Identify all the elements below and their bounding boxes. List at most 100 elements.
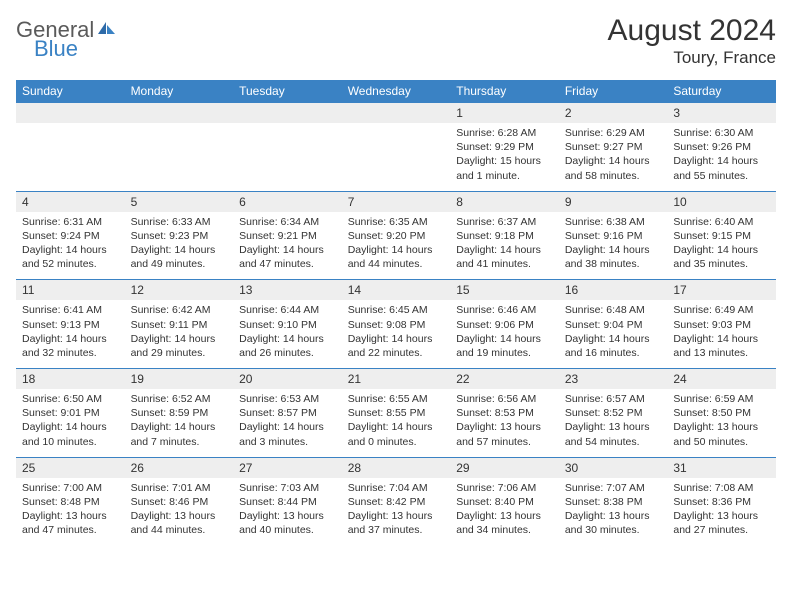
sunset-text: Sunset: 9:01 PM — [22, 406, 119, 420]
day-content: Sunrise: 6:37 AMSunset: 9:18 PMDaylight:… — [456, 215, 553, 272]
day-number-cell — [16, 103, 125, 124]
day-content-cell: Sunrise: 6:40 AMSunset: 9:15 PMDaylight:… — [667, 212, 776, 280]
day-content: Sunrise: 6:40 AMSunset: 9:15 PMDaylight:… — [673, 215, 770, 272]
weekday-header: Tuesday — [233, 80, 342, 103]
day-content-cell: Sunrise: 7:07 AMSunset: 8:38 PMDaylight:… — [559, 478, 668, 546]
day-content: Sunrise: 6:48 AMSunset: 9:04 PMDaylight:… — [565, 303, 662, 360]
sunrise-text: Sunrise: 7:04 AM — [348, 481, 445, 495]
daylight-text: Daylight: 14 hours and 58 minutes. — [565, 154, 662, 182]
sunset-text: Sunset: 9:21 PM — [239, 229, 336, 243]
day-number-cell: 8 — [450, 191, 559, 212]
daylight-text: Daylight: 14 hours and 44 minutes. — [348, 243, 445, 271]
day-content-cell: Sunrise: 6:56 AMSunset: 8:53 PMDaylight:… — [450, 389, 559, 457]
daylight-text: Daylight: 14 hours and 32 minutes. — [22, 332, 119, 360]
sunrise-text: Sunrise: 6:28 AM — [456, 126, 553, 140]
day-content-cell: Sunrise: 7:08 AMSunset: 8:36 PMDaylight:… — [667, 478, 776, 546]
day-content-cell — [342, 123, 451, 191]
sunset-text: Sunset: 9:23 PM — [131, 229, 228, 243]
daylight-text: Daylight: 13 hours and 50 minutes. — [673, 420, 770, 448]
sunset-text: Sunset: 8:57 PM — [239, 406, 336, 420]
day-content: Sunrise: 6:33 AMSunset: 9:23 PMDaylight:… — [131, 215, 228, 272]
weekday-header: Thursday — [450, 80, 559, 103]
day-number-cell: 10 — [667, 191, 776, 212]
day-number-row: 123 — [16, 103, 776, 124]
daylight-text: Daylight: 13 hours and 27 minutes. — [673, 509, 770, 537]
day-number-cell: 23 — [559, 369, 668, 390]
sunrise-text: Sunrise: 7:06 AM — [456, 481, 553, 495]
sunset-text: Sunset: 8:36 PM — [673, 495, 770, 509]
day-number-cell: 2 — [559, 103, 668, 124]
sunset-text: Sunset: 8:53 PM — [456, 406, 553, 420]
sunset-text: Sunset: 9:06 PM — [456, 318, 553, 332]
day-content: Sunrise: 7:01 AMSunset: 8:46 PMDaylight:… — [131, 481, 228, 538]
sunset-text: Sunset: 9:26 PM — [673, 140, 770, 154]
day-content: Sunrise: 6:35 AMSunset: 9:20 PMDaylight:… — [348, 215, 445, 272]
day-content: Sunrise: 6:28 AMSunset: 9:29 PMDaylight:… — [456, 126, 553, 183]
day-number-cell: 18 — [16, 369, 125, 390]
daylight-text: Daylight: 14 hours and 55 minutes. — [673, 154, 770, 182]
day-content-cell: Sunrise: 6:49 AMSunset: 9:03 PMDaylight:… — [667, 300, 776, 368]
sunrise-text: Sunrise: 6:34 AM — [239, 215, 336, 229]
day-content-cell: Sunrise: 6:55 AMSunset: 8:55 PMDaylight:… — [342, 389, 451, 457]
day-content: Sunrise: 7:07 AMSunset: 8:38 PMDaylight:… — [565, 481, 662, 538]
day-number-cell: 29 — [450, 457, 559, 478]
weekday-header: Saturday — [667, 80, 776, 103]
daylight-text: Daylight: 13 hours and 54 minutes. — [565, 420, 662, 448]
day-number-cell — [342, 103, 451, 124]
day-number-cell: 12 — [125, 280, 234, 301]
day-number-cell: 25 — [16, 457, 125, 478]
sunrise-text: Sunrise: 6:45 AM — [348, 303, 445, 317]
sunrise-text: Sunrise: 6:57 AM — [565, 392, 662, 406]
day-content-cell — [233, 123, 342, 191]
sunrise-text: Sunrise: 6:31 AM — [22, 215, 119, 229]
sunset-text: Sunset: 8:50 PM — [673, 406, 770, 420]
daylight-text: Daylight: 13 hours and 30 minutes. — [565, 509, 662, 537]
day-number-cell — [125, 103, 234, 124]
sunset-text: Sunset: 8:59 PM — [131, 406, 228, 420]
day-content-cell: Sunrise: 6:45 AMSunset: 9:08 PMDaylight:… — [342, 300, 451, 368]
day-content-cell: Sunrise: 7:06 AMSunset: 8:40 PMDaylight:… — [450, 478, 559, 546]
day-content-cell: Sunrise: 6:41 AMSunset: 9:13 PMDaylight:… — [16, 300, 125, 368]
day-content-row: Sunrise: 6:41 AMSunset: 9:13 PMDaylight:… — [16, 300, 776, 368]
day-content-cell: Sunrise: 6:48 AMSunset: 9:04 PMDaylight:… — [559, 300, 668, 368]
day-number-cell: 9 — [559, 191, 668, 212]
day-number-cell — [233, 103, 342, 124]
day-content-cell — [125, 123, 234, 191]
page-title: August 2024 — [608, 14, 776, 48]
sunrise-text: Sunrise: 6:49 AM — [673, 303, 770, 317]
sunrise-text: Sunrise: 6:50 AM — [22, 392, 119, 406]
location: Toury, France — [608, 48, 776, 68]
day-content-cell: Sunrise: 6:53 AMSunset: 8:57 PMDaylight:… — [233, 389, 342, 457]
day-number-cell: 6 — [233, 191, 342, 212]
day-number-cell: 16 — [559, 280, 668, 301]
header: General Blue August 2024 Toury, France — [16, 14, 776, 68]
weekday-header-row: Sunday Monday Tuesday Wednesday Thursday… — [16, 80, 776, 103]
day-content: Sunrise: 7:00 AMSunset: 8:48 PMDaylight:… — [22, 481, 119, 538]
weekday-header: Wednesday — [342, 80, 451, 103]
sunrise-text: Sunrise: 7:07 AM — [565, 481, 662, 495]
day-content-cell: Sunrise: 6:31 AMSunset: 9:24 PMDaylight:… — [16, 212, 125, 280]
sunset-text: Sunset: 9:13 PM — [22, 318, 119, 332]
sunrise-text: Sunrise: 6:55 AM — [348, 392, 445, 406]
sunrise-text: Sunrise: 6:48 AM — [565, 303, 662, 317]
day-content-row: Sunrise: 6:31 AMSunset: 9:24 PM Daylight:… — [16, 212, 776, 280]
sunrise-text: Sunrise: 7:01 AM — [131, 481, 228, 495]
day-content-cell: Sunrise: 6:52 AMSunset: 8:59 PMDaylight:… — [125, 389, 234, 457]
sunset-text: Sunset: 9:24 PM — [22, 229, 119, 243]
sunrise-text: Sunrise: 6:56 AM — [456, 392, 553, 406]
sunrise-text: Sunrise: 6:33 AM — [131, 215, 228, 229]
sunrise-text: Sunrise: 7:03 AM — [239, 481, 336, 495]
day-content-row: Sunrise: 6:28 AMSunset: 9:29 PMDaylight:… — [16, 123, 776, 191]
day-number-cell: 4 — [16, 191, 125, 212]
daylight-text: Daylight: 15 hours and 1 minute. — [456, 154, 553, 182]
sunset-text: Sunset: 9:08 PM — [348, 318, 445, 332]
sunrise-text: Sunrise: 6:30 AM — [673, 126, 770, 140]
sunset-text: Sunset: 9:18 PM — [456, 229, 553, 243]
sunset-text: Sunset: 9:20 PM — [348, 229, 445, 243]
day-content-cell: Sunrise: 6:38 AMSunset: 9:16 PMDaylight:… — [559, 212, 668, 280]
sunset-text: Sunset: 9:15 PM — [673, 229, 770, 243]
day-content: Sunrise: 6:57 AMSunset: 8:52 PMDaylight:… — [565, 392, 662, 449]
sunrise-text: Sunrise: 6:44 AM — [239, 303, 336, 317]
weekday-header: Sunday — [16, 80, 125, 103]
day-content: Sunrise: 6:44 AMSunset: 9:10 PMDaylight:… — [239, 303, 336, 360]
